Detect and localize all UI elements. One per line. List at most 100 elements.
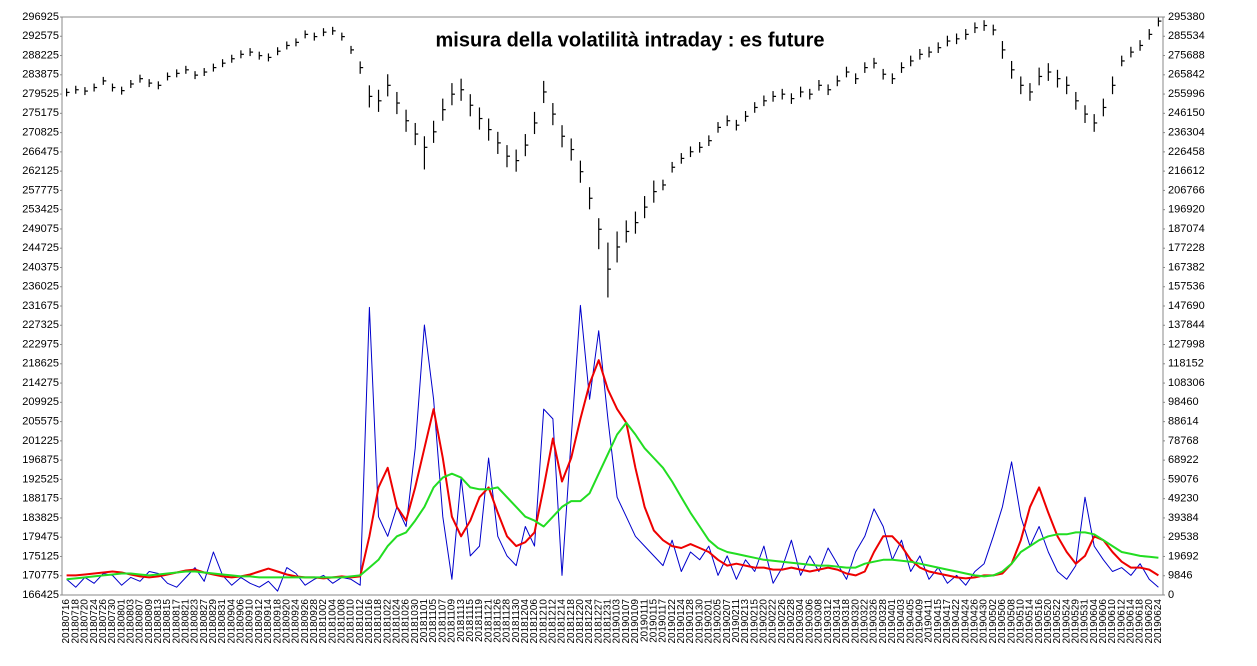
y2-tick-label: 226458	[1168, 146, 1205, 158]
x-tick-label: 20181214	[557, 599, 568, 644]
chart-title: misura della volatilità intraday : es fu…	[435, 29, 824, 51]
y2-tick-label: 0	[1168, 589, 1174, 601]
x-tick-label: 20180817	[171, 599, 182, 644]
x-tick-label: 20180912	[254, 599, 265, 644]
x-tick-label: 20190228	[786, 599, 797, 644]
x-tick-label: 20190314	[832, 599, 843, 644]
x-tick-label: 20180716	[61, 599, 72, 644]
x-tick-label: 20180718	[70, 599, 81, 644]
y2-tick-label: 19692	[1168, 550, 1199, 562]
y-tick-label: 227325	[22, 319, 59, 331]
y2-tick-label: 255996	[1168, 88, 1205, 100]
x-tick-label: 20181210	[538, 599, 549, 644]
y2-tick-label: 167382	[1168, 261, 1205, 273]
x-tick-label: 20181231	[603, 599, 614, 644]
x-tick-label: 20190117	[658, 599, 669, 643]
y-tick-label: 288225	[22, 49, 59, 61]
x-tick-label: 20181121	[483, 599, 494, 643]
y-tick-label: 175125	[22, 550, 59, 562]
x-tick-label: 20180918	[272, 599, 283, 644]
x-tick-label: 20180904	[226, 599, 237, 644]
x-tick-label: 20190524	[1061, 599, 1072, 644]
y2-tick-label: 187074	[1168, 223, 1205, 235]
x-tick-label: 20181220	[575, 599, 586, 644]
y-tick-label: 275175	[22, 107, 59, 119]
y-tick-label: 244725	[22, 242, 59, 254]
x-tick-label: 20181018	[373, 599, 384, 644]
x-tick-label: 20181010	[346, 599, 357, 644]
y2-tick-label: 39384	[1168, 512, 1199, 524]
x-tick-label: 20181008	[336, 599, 347, 644]
y2-tick-label: 216612	[1168, 165, 1205, 177]
x-tick-label: 20190411	[924, 599, 935, 643]
y-tick-label: 170775	[22, 570, 59, 582]
x-tick-label: 20180807	[135, 599, 146, 644]
x-tick-label: 20190111	[639, 599, 650, 642]
y-tick-label: 192525	[22, 473, 59, 485]
y-tick-label: 270825	[22, 127, 59, 139]
x-tick-label: 20180821	[181, 599, 192, 644]
series-line	[66, 359, 1159, 580]
x-tick-label: 20190612	[1116, 599, 1127, 644]
x-tick-label: 20181024	[392, 599, 403, 644]
x-tick-label: 20180724	[89, 599, 100, 644]
y-tick-label: 183825	[22, 512, 59, 524]
x-tick-label: 20181012	[355, 599, 366, 644]
x-tick-label: 20181026	[401, 599, 412, 644]
x-tick-label: 20181119	[474, 599, 485, 642]
x-tick-label: 20190510	[1015, 599, 1026, 644]
x-tick-label: 20180910	[245, 599, 256, 644]
y2-tick-label: 59076	[1168, 473, 1199, 485]
x-tick-label: 20190215	[749, 599, 760, 644]
x-tick-label: 20181218	[566, 599, 577, 644]
x-tick-label: 20190417	[942, 599, 953, 644]
x-tick-label: 20181030	[410, 599, 421, 644]
x-tick-label: 20190606	[1098, 599, 1109, 644]
x-tick-label: 20190604	[1089, 599, 1100, 644]
x-tick-label: 20190312	[823, 599, 834, 644]
x-tick-label: 20190320	[850, 599, 861, 644]
x-tick-label: 20190107	[621, 599, 632, 644]
series-line	[66, 421, 1159, 581]
x-tick-label: 20181109	[447, 599, 458, 643]
x-tick-label: 20181128	[502, 599, 513, 643]
y2-tick-label: 236304	[1168, 127, 1205, 139]
y2-tick-label: 246150	[1168, 107, 1205, 119]
x-tick-label: 20181206	[529, 599, 540, 644]
x-tick-label: 20180809	[144, 599, 155, 644]
y2-tick-label: 206766	[1168, 184, 1205, 196]
x-tick-label: 20190130	[694, 599, 705, 644]
y-tick-label: 231675	[22, 300, 59, 312]
x-tick-label: 20180801	[116, 599, 127, 644]
x-tick-label: 20190304	[795, 599, 806, 644]
y2-tick-label: 88614	[1168, 416, 1199, 428]
y2-tick-label: 147690	[1168, 300, 1205, 312]
y-tick-label: 279525	[22, 88, 59, 100]
x-tick-label: 20190409	[915, 599, 926, 644]
y-tick-label: 166425	[22, 589, 59, 601]
x-tick-label: 20181227	[593, 599, 604, 644]
x-tick-label: 20190620	[1144, 599, 1155, 644]
x-tick-label: 20180827	[199, 599, 210, 644]
x-tick-label: 20190624	[1153, 599, 1164, 644]
y-tick-label: 201225	[22, 435, 59, 447]
x-tick-label: 20190506	[997, 599, 1008, 644]
x-tick-label: 20180803	[125, 599, 136, 644]
x-tick-label: 20180914	[263, 599, 274, 644]
y-tick-label: 262125	[22, 165, 59, 177]
x-tick-label: 20181126	[492, 599, 503, 643]
x-tick-label: 20190103	[612, 599, 623, 644]
x-tick-label: 20190415	[933, 599, 944, 644]
x-tick-label: 20190531	[1080, 599, 1091, 644]
x-tick-label: 20190422	[951, 599, 962, 644]
x-tick-label: 20181101	[419, 599, 430, 643]
x-tick-label: 20181113	[456, 599, 467, 642]
x-tick-label: 20181107	[437, 599, 448, 643]
y-tick-label: 222975	[22, 338, 59, 350]
x-tick-label: 20180730	[107, 599, 118, 644]
x-tick-label: 20190220	[759, 599, 770, 644]
x-tick-label: 20190516	[1034, 599, 1045, 644]
x-tick-label: 20190326	[869, 599, 880, 644]
